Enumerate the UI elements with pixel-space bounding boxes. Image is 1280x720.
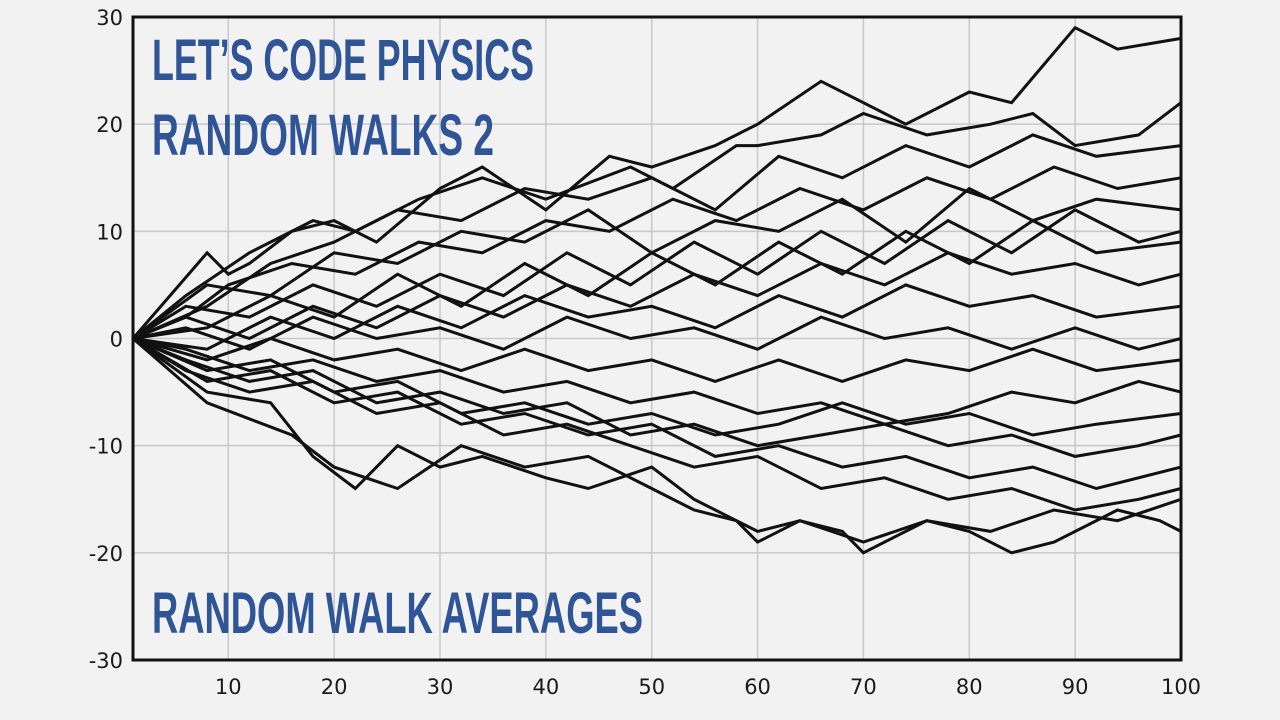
y-tick-label: -20: [89, 542, 123, 566]
series-line-11: [132, 336, 1182, 383]
series-line-17: [132, 337, 1182, 544]
y-tick-label: 30: [96, 6, 123, 30]
x-tick-label: 20: [321, 675, 348, 699]
x-tick-label: 90: [1062, 675, 1089, 699]
x-axis-ticks: 10 20 30 40 50 60 70 80 90 100: [215, 675, 1201, 699]
y-tick-label: 10: [96, 220, 123, 244]
series-line-1: [131, 25, 1182, 340]
series-layer: [131, 25, 1182, 555]
series-line-10: [132, 315, 1182, 351]
x-tick-label: 40: [532, 675, 559, 699]
plot-frame: [131, 15, 1183, 662]
series-line-6: [132, 208, 1182, 340]
y-axis-ticks: 30 20 10 0 -10 -20 -30: [89, 6, 123, 673]
x-tick-label: 80: [956, 675, 983, 699]
x-tick-label: 10: [215, 675, 242, 699]
x-tick-label: 30: [427, 675, 454, 699]
series-line-7: [132, 218, 1182, 340]
series-line-2: [132, 101, 1182, 340]
x-tick-label: 60: [744, 675, 771, 699]
series-line-18: [132, 337, 1182, 555]
x-tick-label: 50: [638, 675, 665, 699]
y-tick-label: -10: [89, 435, 123, 459]
overlay-title-line3: RANDOM WALK AVERAGES: [152, 581, 643, 646]
series-line-3: [132, 133, 1182, 340]
y-tick-label: -30: [89, 649, 123, 673]
y-tick-label: 20: [96, 113, 123, 137]
series-line-16: [132, 337, 1182, 512]
series-line-4: [132, 165, 1182, 340]
y-tick-label: 0: [110, 328, 123, 352]
x-tick-label: 70: [850, 675, 877, 699]
x-tick-label: 100: [1161, 675, 1201, 699]
series-line-15: [132, 337, 1182, 491]
series-line-8: [132, 251, 1182, 341]
series-line-12: [132, 337, 1182, 426]
overlay-title-line1: LET’S CODE PHYSICS: [152, 28, 534, 93]
overlay-title-line2: RANDOM WALKS 2: [152, 103, 494, 168]
series-line-9: [132, 283, 1182, 351]
